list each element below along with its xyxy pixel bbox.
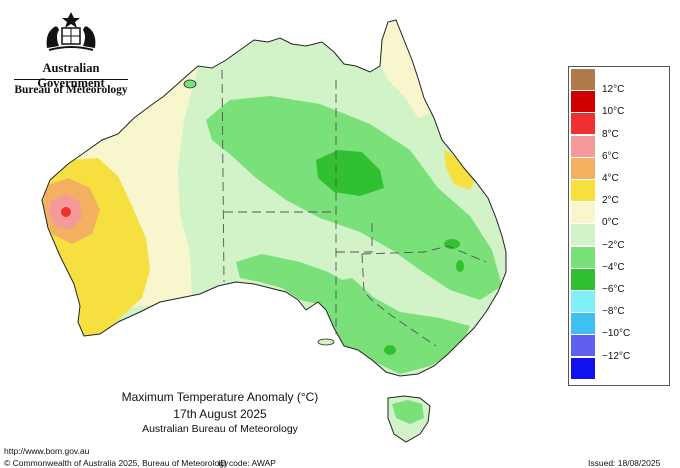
issued-date: Issued: 18/08/2025 xyxy=(588,458,661,468)
legend-label: −12°C xyxy=(602,350,631,362)
divider xyxy=(14,79,128,80)
kangaroo-island xyxy=(317,338,335,346)
legend-swatch xyxy=(571,291,595,312)
coat-of-arms-icon xyxy=(46,12,96,51)
map-title: Maximum Temperature Anomaly (°C) xyxy=(121,390,319,404)
id-code: ID code: AWAP xyxy=(218,458,276,468)
map-date: 17th August 2025 xyxy=(173,407,267,421)
legend-label: 4°C xyxy=(602,173,619,184)
map-source: Australian Bureau of Meteorology xyxy=(142,423,298,435)
cool-2-sa-region xyxy=(332,278,372,318)
legend-swatch xyxy=(571,69,595,90)
legend-swatch xyxy=(571,180,595,201)
legend-label: −6°C xyxy=(602,284,625,295)
legend-label: 6°C xyxy=(602,150,619,162)
warm-east-region xyxy=(444,150,476,190)
melville-island xyxy=(183,79,197,89)
legend-swatch xyxy=(571,313,595,335)
legend-swatch xyxy=(571,157,595,179)
color-legend: 12°C 10°C 8°C 6°C 4°C 2°C 0°C −2°C −4°C −6°C −8°C −… xyxy=(568,66,670,386)
website-url: http://www.bom.gov.au xyxy=(4,446,90,456)
warm-8-spot xyxy=(61,207,71,217)
copyright-text: © Commonwealth of Australia 2025, Bureau… xyxy=(4,458,229,468)
cool-4-spot-east xyxy=(456,260,464,272)
mainland-outline xyxy=(41,19,507,377)
government-logo: Australian Government Bureau of Meteorol… xyxy=(8,8,134,98)
cool-4-central-region xyxy=(316,150,384,196)
legend-swatch xyxy=(571,91,595,113)
legend-label: 10°C xyxy=(602,106,625,118)
legend-label: 12°C xyxy=(602,84,625,96)
legend-swatch xyxy=(571,357,595,379)
cool-4-spot-vic xyxy=(384,345,396,355)
legend-swatch xyxy=(571,113,595,135)
legend-swatch xyxy=(571,135,595,157)
bureau-name: Bureau of Meteorology xyxy=(14,84,128,96)
legend-swatch xyxy=(571,224,595,246)
legend-label: 8°C xyxy=(602,128,619,140)
neutral-cape-region xyxy=(376,20,432,118)
cool-2-band xyxy=(206,96,502,300)
legend-label: −2°C xyxy=(602,239,625,251)
legend-label: 2°C xyxy=(602,195,619,207)
legend-swatch xyxy=(571,268,595,290)
state-borders xyxy=(221,69,487,347)
cool-4-spot-nsw xyxy=(444,239,460,249)
legend-swatch xyxy=(571,335,595,357)
legend-label: −4°C xyxy=(602,261,625,273)
legend-swatch xyxy=(571,246,595,268)
legend-label: −8°C xyxy=(602,306,625,318)
legend-label: −10°C xyxy=(602,328,631,340)
legend-label: 0°C xyxy=(602,217,619,229)
tasmania-cool-region xyxy=(392,400,424,424)
legend-swatch xyxy=(571,202,595,224)
